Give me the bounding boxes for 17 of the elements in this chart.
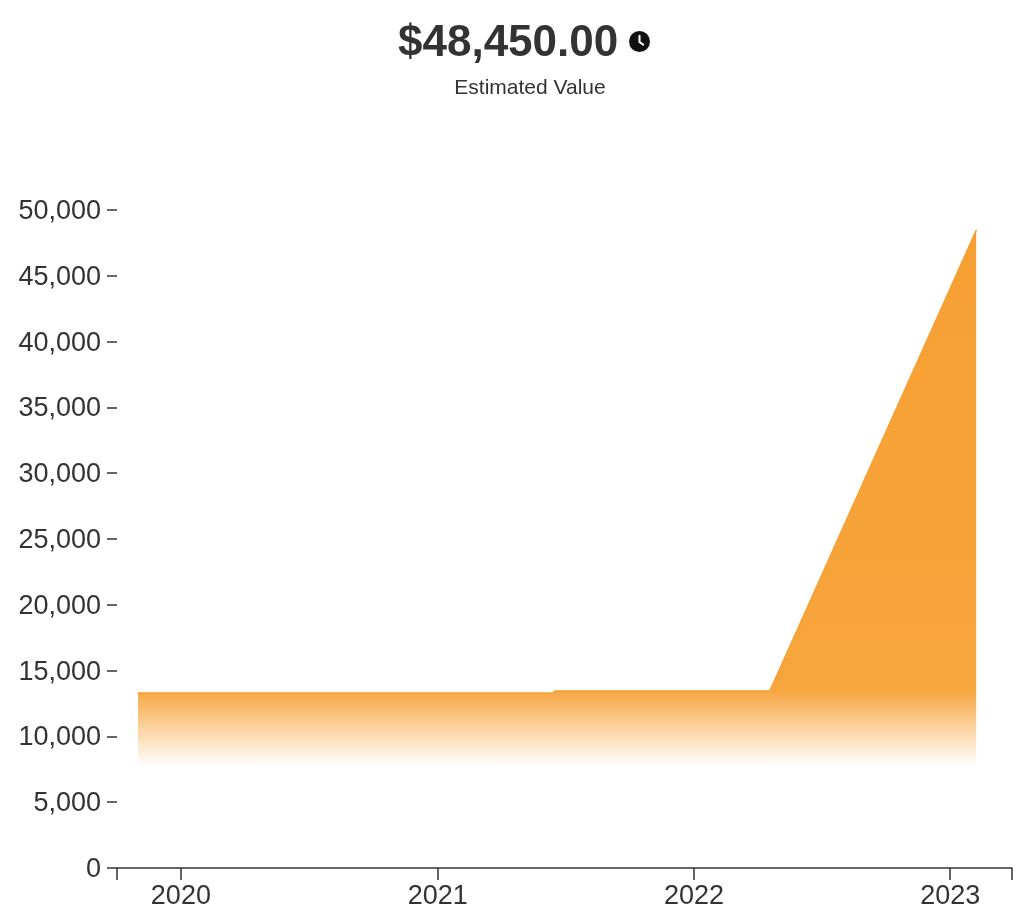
y-tick-label: 50,000 bbox=[18, 195, 101, 225]
y-tick-label: 15,000 bbox=[18, 655, 101, 686]
y-tick-label: 40,000 bbox=[18, 326, 101, 357]
y-tick-label: 35,000 bbox=[18, 392, 101, 423]
y-tick-label: 30,000 bbox=[18, 458, 101, 489]
y-tick-label: 45,000 bbox=[18, 260, 101, 291]
y-tick-label: 0 bbox=[85, 853, 101, 883]
y-tick-label: 5,000 bbox=[33, 787, 101, 818]
x-tick-label: 2022 bbox=[663, 879, 725, 910]
y-tick-label: 10,000 bbox=[18, 721, 101, 752]
x-tick-label: 2020 bbox=[150, 879, 211, 910]
chart-title: $48,450.00 bbox=[398, 16, 619, 66]
x-tick-label: 2023 bbox=[920, 879, 981, 910]
y-tick-label: 25,000 bbox=[18, 524, 101, 554]
y-tick-label: 20,000 bbox=[18, 589, 101, 620]
x-tick-label: 2021 bbox=[407, 879, 468, 910]
chart-subtitle: Estimated Value bbox=[454, 75, 606, 99]
